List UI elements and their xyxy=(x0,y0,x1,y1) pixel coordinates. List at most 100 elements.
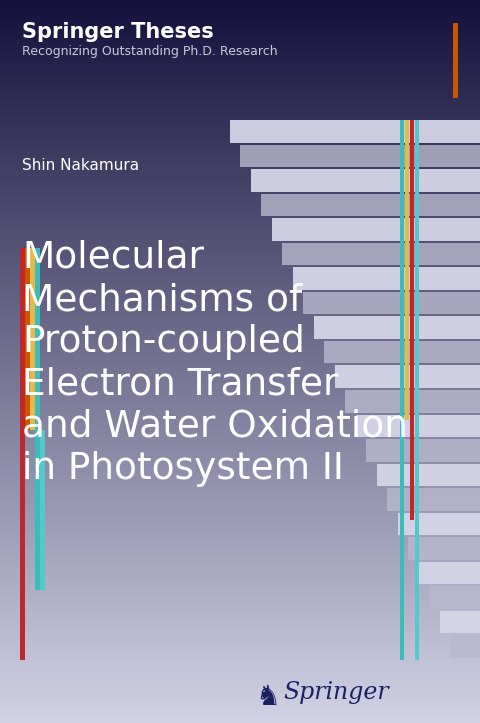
Bar xyxy=(0,236,480,237)
Bar xyxy=(0,105,480,106)
Bar xyxy=(0,504,480,505)
Bar xyxy=(0,2,480,3)
Bar xyxy=(0,315,480,316)
Bar xyxy=(0,221,480,222)
Bar xyxy=(0,160,480,161)
Bar xyxy=(0,235,480,236)
Bar xyxy=(0,651,480,652)
Bar xyxy=(0,332,480,333)
Bar xyxy=(0,413,480,414)
Bar xyxy=(0,523,480,524)
Bar xyxy=(0,545,480,546)
Bar xyxy=(0,400,480,401)
Bar xyxy=(0,531,480,532)
Bar xyxy=(0,566,480,567)
Bar xyxy=(0,447,480,448)
Bar xyxy=(0,79,480,80)
Bar xyxy=(0,537,480,538)
Bar xyxy=(0,633,480,634)
Bar xyxy=(0,16,480,17)
Bar xyxy=(0,432,480,433)
Bar xyxy=(0,558,480,559)
Bar xyxy=(0,347,480,348)
Bar xyxy=(0,451,480,452)
Bar xyxy=(405,120,409,420)
Bar xyxy=(0,307,480,308)
Bar xyxy=(0,465,480,466)
Bar xyxy=(0,211,480,212)
Bar xyxy=(0,0,480,1)
Bar xyxy=(35,248,40,590)
Bar xyxy=(0,670,480,671)
Bar xyxy=(0,383,480,384)
Bar xyxy=(0,12,480,13)
Bar xyxy=(0,546,480,547)
Bar xyxy=(324,341,480,364)
Bar xyxy=(0,487,480,488)
Bar xyxy=(0,524,480,525)
Bar xyxy=(0,592,480,593)
Bar xyxy=(0,312,480,313)
Bar xyxy=(0,371,480,372)
Bar xyxy=(0,430,480,431)
Bar xyxy=(0,133,480,134)
Bar xyxy=(0,76,480,77)
Bar xyxy=(0,336,480,337)
Bar xyxy=(408,537,480,560)
Bar xyxy=(0,210,480,211)
Bar xyxy=(0,28,480,29)
Bar xyxy=(0,408,480,409)
Bar xyxy=(0,542,480,543)
Bar xyxy=(0,30,480,31)
Bar xyxy=(0,595,480,596)
Bar xyxy=(0,70,480,71)
Bar xyxy=(0,525,480,526)
Bar xyxy=(0,176,480,177)
Bar xyxy=(0,671,480,672)
Bar xyxy=(282,243,480,265)
Bar xyxy=(0,213,480,214)
Bar xyxy=(0,597,480,598)
Bar xyxy=(0,647,480,648)
Bar xyxy=(0,75,480,76)
Bar xyxy=(0,215,480,216)
Bar xyxy=(0,154,480,155)
Bar xyxy=(0,162,480,163)
Bar xyxy=(0,402,480,403)
Bar xyxy=(0,603,480,604)
Bar xyxy=(0,159,480,160)
Bar xyxy=(0,473,480,474)
Text: Springer: Springer xyxy=(283,681,389,704)
Bar xyxy=(0,395,480,396)
Bar xyxy=(0,185,480,186)
Bar xyxy=(0,544,480,545)
Bar xyxy=(0,10,480,11)
Bar xyxy=(0,652,480,653)
Bar xyxy=(0,569,480,570)
Bar xyxy=(0,629,480,630)
Bar xyxy=(0,369,480,370)
Bar xyxy=(0,459,480,460)
Bar xyxy=(0,628,480,629)
Bar xyxy=(0,262,480,263)
Bar xyxy=(0,479,480,480)
Bar xyxy=(0,342,480,343)
Bar xyxy=(230,120,480,142)
Bar xyxy=(0,100,480,101)
Bar xyxy=(0,276,480,277)
Bar xyxy=(0,6,480,7)
Bar xyxy=(0,23,480,24)
Bar xyxy=(0,357,480,358)
Bar xyxy=(0,296,480,297)
Bar xyxy=(0,309,480,310)
Bar xyxy=(0,199,480,200)
Bar xyxy=(0,370,480,371)
Bar xyxy=(0,687,480,688)
Bar xyxy=(429,586,480,609)
Bar xyxy=(0,540,480,541)
Bar xyxy=(0,230,480,231)
Bar xyxy=(0,305,480,306)
Bar xyxy=(0,657,480,658)
Bar xyxy=(0,475,480,476)
Bar xyxy=(0,363,480,364)
